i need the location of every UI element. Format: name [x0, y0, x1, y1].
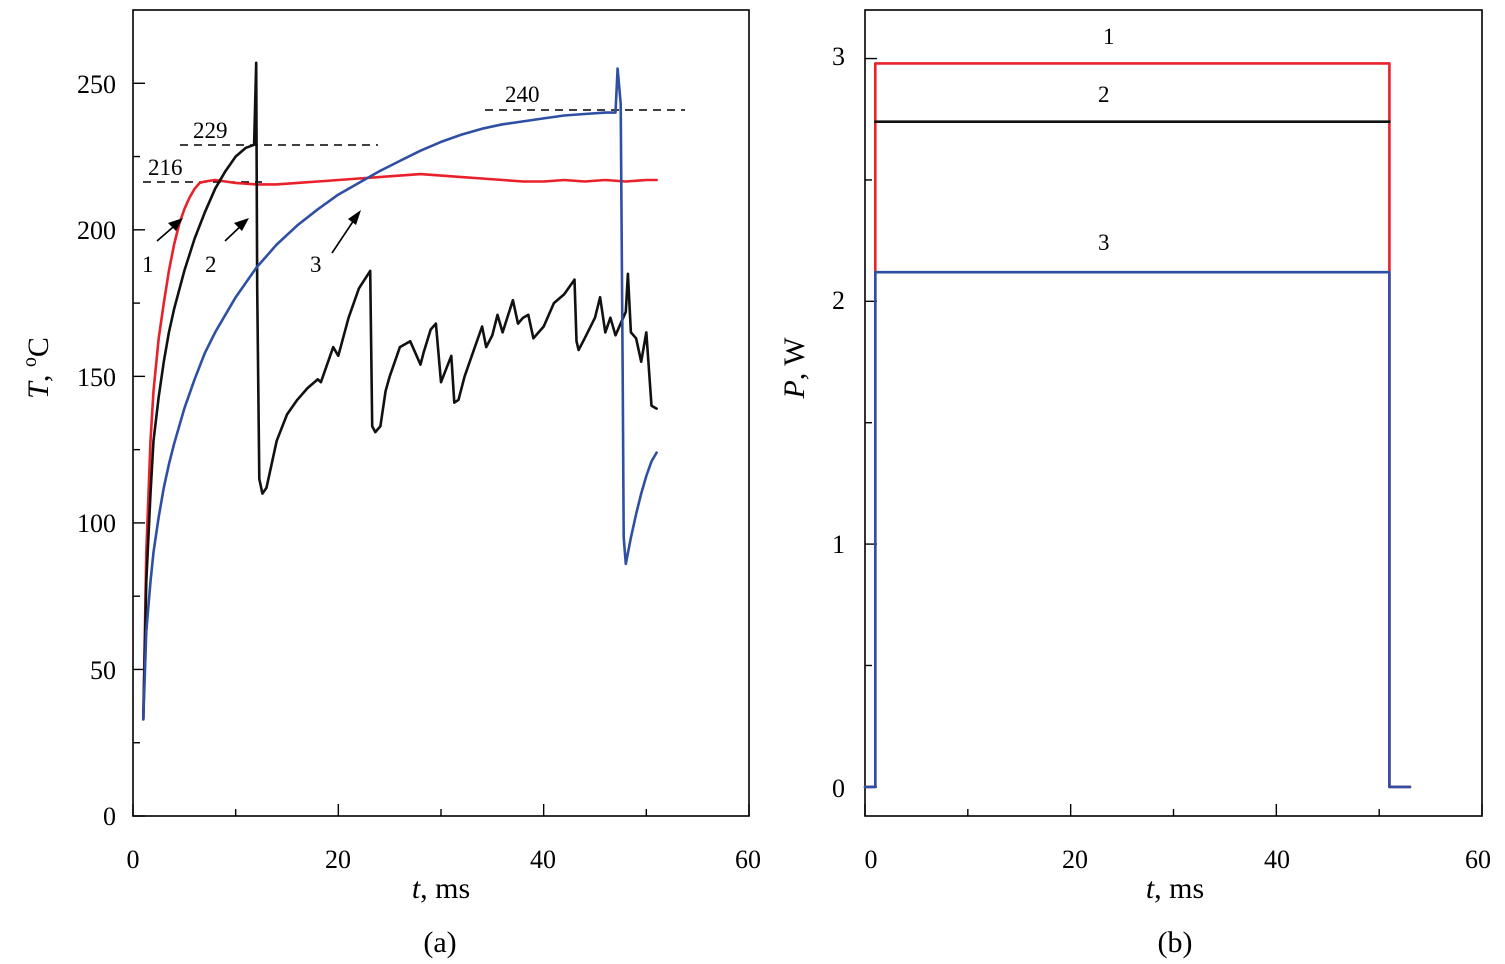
- x-tick-label-a-2: 40: [530, 845, 556, 874]
- arrow-2: [224, 218, 249, 242]
- y-tick-label-a-3: 150: [77, 363, 116, 392]
- arrow-1: [156, 218, 183, 242]
- x-tick-label-b-3: 60: [1465, 845, 1491, 874]
- y-tick-label-a-0: 0: [103, 802, 116, 831]
- y-axis-unit-b: , W: [778, 337, 811, 380]
- y-tick-label-a-4: 200: [77, 216, 116, 245]
- panel-label-a: (a): [423, 926, 456, 959]
- series-a-1: [142, 172, 658, 721]
- y-axis-var-a: T: [22, 380, 55, 399]
- series-b-1: [863, 62, 1412, 789]
- y-tick-label-a-2: 100: [77, 509, 116, 538]
- y-tick-label-b-0: 0: [832, 774, 845, 803]
- y-axis-var-b: P: [778, 380, 811, 399]
- x-tick-label-a-1: 20: [325, 845, 351, 874]
- curve-label-a-2: 2: [205, 252, 217, 277]
- y-tick-label-a-1: 50: [90, 656, 116, 685]
- series-a-3: [142, 67, 658, 721]
- annotation-229: 229: [193, 118, 228, 143]
- y-axis-unit2-a: C: [22, 337, 55, 357]
- ticks-b: [864, 57, 1483, 816]
- panel-b: 0 20 40 60 0 1 2 3 t, ms P, W (b) 1 2 3: [778, 9, 1491, 959]
- y-tick-label-b-2: 2: [832, 286, 845, 315]
- y-axis-unit-a: ,: [22, 367, 55, 382]
- y-axis-degree-a: o: [19, 357, 41, 367]
- y-axis-label-a: T, oC: [19, 337, 55, 399]
- x-tick-label-b-0: 0: [865, 845, 878, 874]
- curve-label-a-3: 3: [310, 252, 322, 277]
- y-axis-label-b: P, W: [778, 337, 811, 400]
- x-axis-var-a: t: [412, 872, 421, 905]
- x-tick-label-b-2: 40: [1264, 845, 1290, 874]
- curve-label-b-1: 1: [1103, 24, 1115, 49]
- x-axis-var-b: t: [1146, 872, 1155, 905]
- x-tick-label-b-1: 20: [1062, 845, 1088, 874]
- x-axis-unit-a: , ms: [420, 872, 470, 905]
- curve-label-a-1: 1: [142, 252, 154, 277]
- curve-label-b-2: 2: [1098, 82, 1110, 107]
- arrow-3: [331, 210, 361, 254]
- curves-b: [863, 62, 1412, 789]
- y-tick-label-b-1: 1: [832, 530, 845, 559]
- x-tick-label-a-3: 60: [735, 845, 761, 874]
- annotation-216: 216: [148, 155, 183, 180]
- x-tick-label-a-0: 0: [127, 845, 140, 874]
- curve-label-b-3: 3: [1098, 230, 1110, 255]
- y-tick-label-a-5: 250: [77, 70, 116, 99]
- annotation-240: 240: [505, 82, 540, 107]
- ticks-a: [132, 82, 750, 817]
- panel-a: 0 20 40 60 0 50 100 150 200 250 t, ms T,…: [19, 9, 761, 959]
- x-axis-label-b: t, ms: [1146, 872, 1204, 905]
- x-axis-label-a: t, ms: [412, 872, 470, 905]
- series-a-2: [142, 61, 658, 721]
- curves-a: [142, 61, 658, 721]
- panel-label-b: (b): [1158, 926, 1193, 959]
- x-axis-unit-b: , ms: [1154, 872, 1204, 905]
- y-tick-label-b-3: 3: [832, 42, 845, 71]
- series-b-3: [863, 270, 1412, 789]
